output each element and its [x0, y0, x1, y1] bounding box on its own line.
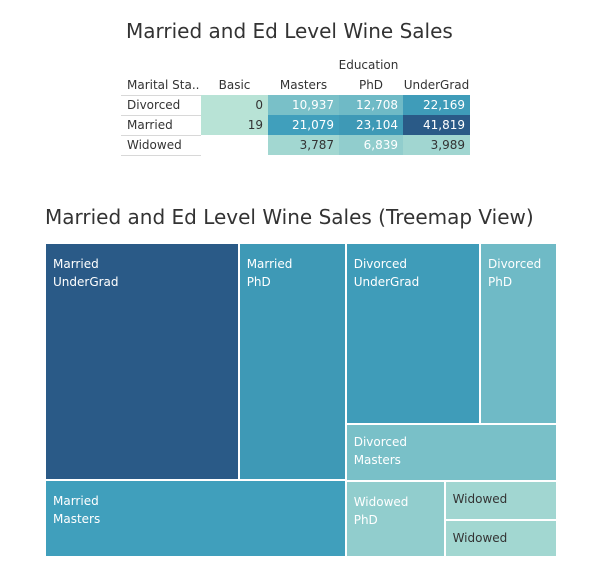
table-cell: 3,989 — [403, 135, 470, 155]
treemap-tile-divorced-masters[interactable]: Divorced Masters — [345, 424, 557, 482]
row-divider — [121, 115, 201, 116]
treemap-tile-label: Widowed — [353, 495, 409, 510]
treemap-tile-sublabel: UnderGrad — [53, 275, 119, 289]
treemap-title: Married and Ed Level Wine Sales (Treemap… — [45, 205, 534, 229]
table-cell: 21,079 — [268, 115, 339, 135]
table-cell: 3,787 — [268, 135, 339, 155]
treemap-tile-widowed-masters[interactable]: Widowed — [444, 520, 557, 557]
treemap-tile-sublabel: PhD — [246, 275, 271, 289]
treemap-tile-sublabel: UnderGrad — [353, 275, 420, 289]
column-header: UnderGrad — [403, 78, 470, 92]
column-group-header: Education — [338, 58, 399, 72]
treemap-tile-label: Divorced — [488, 257, 542, 271]
row-divider — [121, 155, 201, 156]
treemap-tile-married-masters[interactable]: Married Masters — [45, 480, 346, 557]
table-cell: 0 — [201, 95, 268, 115]
row-label: Divorced — [127, 98, 181, 112]
table-cell: 23,104 — [339, 115, 403, 135]
treemap-tile-sublabel: PhD — [353, 513, 378, 528]
treemap-tile-divorced-undergrad[interactable]: Divorced UnderGrad — [345, 243, 480, 425]
treemap-tile-sublabel: Masters — [353, 453, 401, 468]
treemap-tile-widowed-undergrad[interactable]: Widowed — [444, 481, 557, 520]
treemap-tile-label: Divorced — [353, 435, 407, 450]
treemap-tile-label: Widowed — [452, 531, 508, 545]
column-header: PhD — [358, 78, 384, 92]
treemap-tile-married-undergrad[interactable]: Married UnderGrad — [45, 243, 239, 481]
table-cell: 12,708 — [339, 95, 403, 115]
treemap: Married UnderGrad Married PhD Married Masters… — [45, 243, 557, 557]
treemap-tile-label: Married — [246, 257, 293, 271]
table-cell — [201, 135, 268, 155]
treemap-tile-sublabel: Masters — [53, 512, 101, 527]
treemap-tile-label: Divorced — [353, 257, 407, 271]
table-cell: 19 — [201, 115, 268, 135]
highlight-table: Education Marital Sta.. Basic Masters PhD Und… — [121, 55, 471, 156]
treemap-tile-sublabel: PhD — [488, 275, 513, 289]
row-label: Married — [127, 118, 173, 132]
treemap-tile-married-phd[interactable]: Married PhD — [238, 243, 346, 481]
column-header: Masters — [279, 78, 328, 92]
table-cell: 6,839 — [339, 135, 403, 155]
treemap-tile-label: Married — [53, 257, 99, 271]
table-cell: 10,937 — [268, 95, 339, 115]
treemap-tile-divorced-phd[interactable]: Divorced PhD — [480, 243, 557, 425]
treemap-tile-label: Widowed — [452, 492, 508, 507]
treemap-tile-label: Married — [53, 494, 99, 509]
treemap-tile-widowed-phd[interactable]: Widowed PhD — [345, 481, 445, 557]
table-cell: 41,819 — [403, 115, 470, 135]
table-cell: 22,169 — [403, 95, 470, 115]
table-title: Married and Ed Level Wine Sales — [126, 19, 453, 43]
column-header: Basic — [218, 78, 251, 92]
row-header: Marital Sta.. — [127, 78, 200, 92]
row-label: Widowed — [127, 138, 182, 152]
row-divider — [121, 135, 201, 136]
